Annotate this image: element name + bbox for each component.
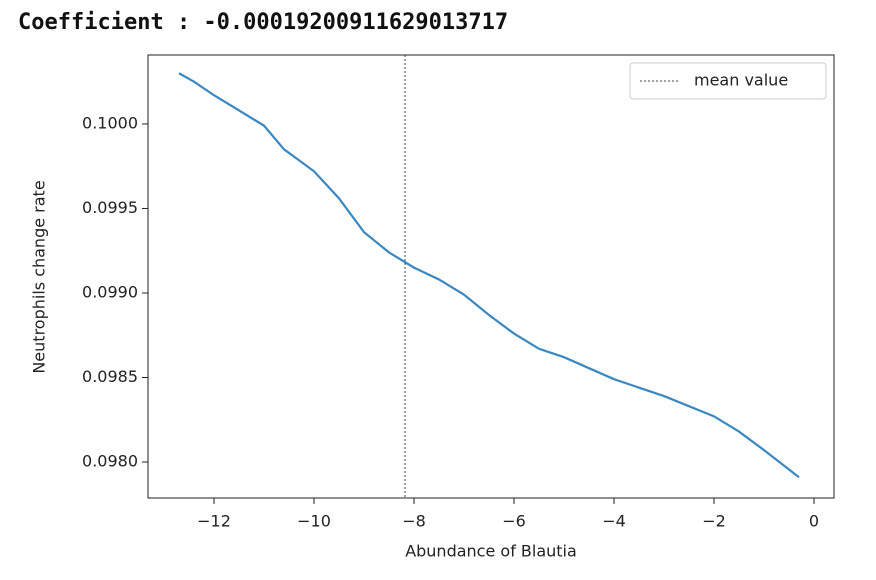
legend-box (629, 62, 827, 100)
x-tick-label: −2 (702, 512, 726, 531)
y-axis-label: Neutrophils change rate (30, 180, 49, 373)
y-tick-label: 0.0985 (82, 367, 138, 386)
y-tick-label: 0.0990 (82, 282, 138, 301)
y-tick-label: 0.1000 (82, 113, 138, 132)
header: Coefficient : -0.00019200911629013717 (18, 10, 508, 35)
axes-frame (147, 54, 835, 499)
x-tick-label: −12 (197, 512, 231, 531)
x-tick-label: −10 (297, 512, 331, 531)
legend-label: mean value (694, 71, 788, 90)
data-line (178, 72, 800, 479)
x-tick-label: −6 (502, 512, 526, 531)
y-tick-label: 0.0980 (82, 451, 138, 470)
x-axis-label: Abundance of Blautia (405, 542, 577, 561)
y-tick-label: 0.0995 (82, 198, 138, 217)
x-tick-label: 0 (809, 512, 819, 531)
x-tick-label: −8 (402, 512, 426, 531)
x-tick-label: −4 (602, 512, 626, 531)
